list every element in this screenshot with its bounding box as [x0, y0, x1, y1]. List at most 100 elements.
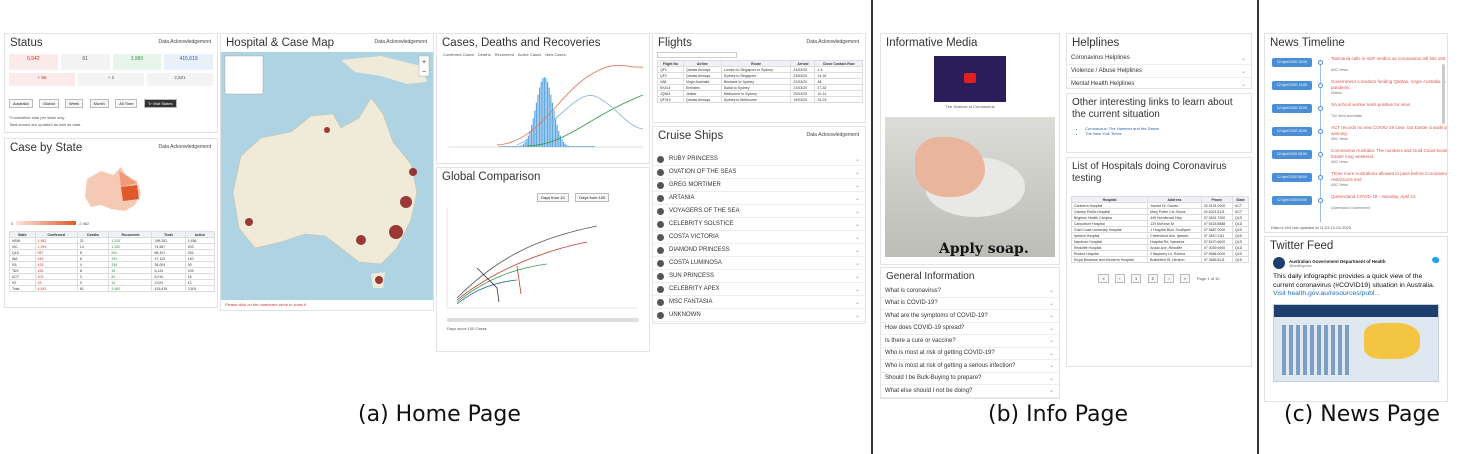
- news-headline[interactable]: Queensland COVID-19 – Monday, April 13: [1331, 194, 1416, 199]
- cruise-ship-item[interactable]: CELEBRITY SOLSTICE ⌄: [653, 218, 865, 231]
- cruise-ship-item[interactable]: OVATION OF THE SEAS ⌄: [653, 166, 865, 179]
- hospital-body: Canberra Hospital Yamba Dr, Garran 02 5124…: [1070, 202, 1250, 263]
- news-headline[interactable]: SA school worker tests positive for viru…: [1331, 102, 1411, 107]
- news-headline[interactable]: ACT records no new COVID-19 case, but Ea…: [1331, 125, 1448, 136]
- play-icon[interactable]: [964, 73, 976, 83]
- cruise-ship-item[interactable]: COSTA VICTORIA ⌄: [653, 231, 865, 244]
- table-row: QF410 Qantas Airways Sydney to Melbourne 19…: [657, 96, 863, 103]
- new-cases-bar: [551, 102, 553, 147]
- new-cases-bar: [518, 146, 520, 147]
- infographic-map: [1364, 322, 1420, 359]
- link-hammer-dance[interactable]: Coronavirus: The Hammer and the Dance: [1085, 126, 1251, 131]
- flights-ack-link[interactable]: Data Acknowledgement: [806, 39, 859, 45]
- helpline-list: Coronavirus Helplines ⌄ Violence / Abuse H…: [1067, 52, 1251, 88]
- flights-table: Flight No Airline Route Arrival Close Co…: [657, 60, 863, 103]
- cruise-ack-link[interactable]: Data Acknowledgement: [806, 132, 859, 138]
- global-slider[interactable]: [447, 318, 639, 322]
- image-caption: Apply soap.: [939, 241, 1029, 257]
- status-btn-global[interactable]: Global: [39, 99, 59, 108]
- table-row: Caboolture Hospital 120 McKean St 07 5433 …: [1070, 220, 1250, 227]
- news-item[interactable]: 12 April 2020 14:00 Government considers …: [1265, 77, 1447, 100]
- faq-item[interactable]: Who is most at risk of getting a serious…: [881, 360, 1059, 373]
- cruise-ship-item[interactable]: RUBY PRINCESS ⌄: [653, 153, 865, 166]
- cruise-ship-item[interactable]: VOYAGERS OF THE SEA ⌄: [653, 205, 865, 218]
- table-row: NT 28 0 16 3,021 12: [9, 279, 216, 286]
- ship-name: CELEBRITY APEX: [669, 286, 720, 292]
- video-thumbnail[interactable]: [934, 56, 1006, 102]
- news-item[interactable]: 12 April 2020 10:00 ACT records no new CO…: [1265, 123, 1447, 146]
- status-btn-states[interactable]: Tr Visit States: [143, 99, 177, 108]
- new-cases-bar: [569, 146, 571, 147]
- faq-item[interactable]: Should I be Bulk-Buying to prepare? ⌄: [881, 373, 1059, 385]
- cruise-ship-item[interactable]: DIAMOND PRINCESS ⌄: [653, 244, 865, 257]
- ship-name: OVATION OF THE SEAS: [669, 169, 737, 175]
- twitter-panel: Twitter Feed Australian Government Depar…: [1264, 236, 1448, 402]
- news-headline[interactable]: Three more Australians allowed to pass b…: [1331, 171, 1448, 182]
- faq-question: Who is most at risk of getting a serious…: [885, 362, 1016, 369]
- cruise-ship-item[interactable]: GREG MORTIMER ⌄: [653, 179, 865, 192]
- faq-question: Who is most at risk of getting COVID-19?: [885, 350, 995, 357]
- news-headline[interactable]: Tasmania calls in ADF medics as coronavi…: [1331, 56, 1446, 61]
- news-headline[interactable]: Coronavirus Australia: The numbers and G…: [1331, 148, 1448, 159]
- chevron-down-icon: ⌄: [1048, 388, 1054, 395]
- news-item[interactable]: 12 April 2020 06:00 Three more Australian…: [1265, 169, 1447, 192]
- faq-item[interactable]: What are the symptoms of COVID-19? ⌄: [881, 310, 1059, 323]
- news-item[interactable]: 12 April 2020 12:00 SA school worker test…: [1265, 100, 1447, 123]
- flights-search[interactable]: [657, 52, 737, 58]
- news-scrollbar[interactable]: [1442, 64, 1445, 124]
- table-row: Ipswich Hospital Chelmsford Ave, Ipswich 0…: [1070, 232, 1250, 239]
- news-item[interactable]: 12 April 2020 04:00 Queensland COVID-19 –…: [1265, 192, 1447, 215]
- tweet[interactable]: Australian Government Department of Heal…: [1265, 255, 1447, 384]
- news-timeline-panel: News Timeline 12 April 2020 16:00 Tasmani…: [1264, 33, 1448, 233]
- new-cases-bar: [537, 94, 539, 147]
- flights-panel: Flights Data Acknowledgement Flight No A…: [652, 33, 866, 123]
- news-item[interactable]: 12 April 2020 16:00 Tasmania calls in ADF…: [1265, 54, 1447, 77]
- helpline-item[interactable]: Coronavirus Helplines ⌄: [1067, 52, 1251, 65]
- chevron-down-icon: ⌄: [1048, 375, 1054, 382]
- tweet-infographic[interactable]: [1273, 303, 1439, 382]
- status-btn-week[interactable]: Week: [65, 99, 84, 108]
- faq-item[interactable]: Who is most at risk of getting COVID-19?…: [881, 348, 1059, 360]
- faq-item[interactable]: Is there a cure or vaccine? ⌄: [881, 335, 1059, 348]
- chevron-down-icon: ⌄: [854, 221, 860, 228]
- ship-name: MSC FANTASIA: [669, 299, 713, 305]
- status-ack-link[interactable]: Data Acknowledgement: [158, 39, 211, 45]
- news-item[interactable]: 12 April 2020 08:00 Coronavirus Australia…: [1265, 146, 1447, 169]
- helpline-item[interactable]: Violence / Abuse Helplines ⌄: [1067, 65, 1251, 78]
- news-headline[interactable]: Government considers funding Qantas, Vir…: [1331, 79, 1448, 90]
- map-ack-link[interactable]: Data Acknowledgement: [374, 39, 427, 45]
- case-ack-link[interactable]: Data Acknowledgement: [158, 144, 211, 150]
- global-buttons: Days from 10 Days from 100: [537, 186, 611, 204]
- twitter-bird-icon: [1432, 257, 1439, 263]
- faq-item[interactable]: What else should I not be doing? ⌄: [881, 385, 1059, 398]
- chevron-down-icon: ⌄: [1048, 363, 1054, 370]
- status-btn-month[interactable]: Month: [89, 99, 109, 108]
- new-cases-bar: [564, 143, 566, 147]
- link-nyt[interactable]: The New York Times: [1085, 131, 1251, 136]
- chevron-down-icon: ⌄: [854, 247, 860, 254]
- new-cases-bar: [571, 146, 573, 147]
- heat-legend-bar: [16, 221, 77, 225]
- case-table: State Confirmed Deaths Recovered Tests A…: [9, 231, 216, 292]
- cruise-ship-item[interactable]: CELEBRITY APEX ⌄: [653, 283, 865, 296]
- faq-item[interactable]: What is COVID-19? ⌄: [881, 298, 1059, 310]
- table-cell: Sydney to Melbourne: [720, 96, 792, 103]
- faq-item[interactable]: How does COVID-19 spread? ⌄: [881, 323, 1059, 335]
- cruise-ship-item[interactable]: UNKNOWN ⌄: [653, 309, 865, 322]
- hands-shape: [915, 137, 985, 197]
- cruise-ship-item[interactable]: MSC FANTASIA ⌄: [653, 296, 865, 309]
- cruise-ship-item[interactable]: COSTA LUMINOSA ⌄: [653, 257, 865, 270]
- table-cell: QF410: [657, 96, 684, 103]
- status-btn-alltime[interactable]: All Time: [115, 99, 138, 108]
- helpline-item[interactable]: Mental Health Helplines ⌄: [1067, 78, 1251, 88]
- cruise-ship-item[interactable]: SUN PRINCESS ⌄: [653, 270, 865, 283]
- status-btn-australia[interactable]: Australia: [9, 99, 33, 108]
- ship-name: SUN PRINCESS: [669, 273, 715, 279]
- cruise-ship-item[interactable]: ARTANIA ⌄: [653, 192, 865, 205]
- map-canvas[interactable]: + −: [221, 52, 433, 300]
- status-panel: Status Data Acknowledgement 6,542 61 3,9…: [4, 33, 218, 133]
- faq-item[interactable]: What is coronavirus? ⌄: [881, 285, 1059, 298]
- status-tiles-2: + 96 + 2 2,501: [5, 72, 217, 87]
- ship-icon: [657, 285, 664, 293]
- tweet-account[interactable]: Australian Government Department of Heal…: [1289, 258, 1386, 264]
